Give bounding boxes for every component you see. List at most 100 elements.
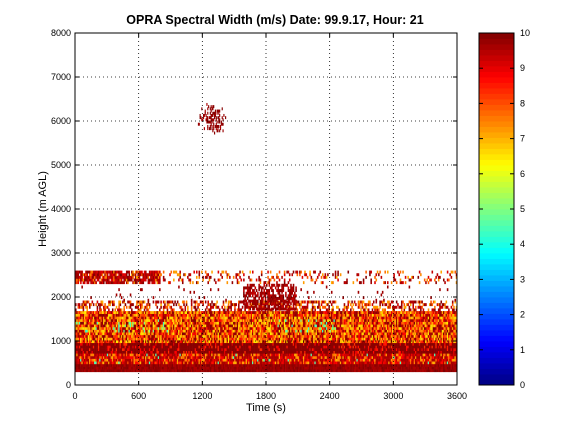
heatmap-cell (111, 321, 114, 325)
heatmap-cell (90, 337, 92, 341)
heatmap-cell (209, 326, 212, 330)
heatmap-cell (192, 329, 194, 333)
heatmap-cell (81, 278, 83, 282)
heatmap-cell (273, 283, 276, 287)
heatmap-cell (80, 324, 82, 328)
heatmap-cell (150, 278, 152, 282)
heatmap-cell (249, 291, 252, 295)
heatmap-cell (185, 311, 188, 315)
heatmap-cell (232, 345, 235, 349)
heatmap-cell (118, 340, 120, 344)
heatmap-cell (159, 355, 161, 359)
heatmap-cell (111, 303, 114, 307)
heatmap-cell (266, 291, 268, 295)
heatmap-cell (254, 361, 257, 365)
heatmap-cell (77, 324, 80, 328)
heatmap-cell (201, 311, 203, 315)
heatmap-cell (211, 313, 213, 317)
heatmap-cell (148, 342, 151, 346)
heatmap-cell (290, 283, 292, 287)
heatmap-cell (230, 324, 232, 328)
heatmap-cell (153, 324, 156, 328)
heatmap-cell (179, 366, 181, 370)
heatmap-cell (146, 369, 148, 373)
heatmap-cell (117, 345, 119, 349)
heatmap-cell (287, 326, 290, 330)
heatmap-cell (181, 324, 184, 328)
heatmap-cell (104, 326, 106, 330)
heatmap-cell (78, 275, 81, 279)
heatmap-cell (288, 342, 291, 346)
heatmap-cell (251, 319, 254, 322)
heatmap-cell (227, 337, 230, 341)
heatmap-cell (129, 319, 132, 322)
heatmap-cell (90, 321, 92, 325)
heatmap-cell (128, 321, 131, 325)
heatmap-cell (283, 281, 286, 285)
heatmap-cell (272, 321, 274, 325)
heatmap-cell (97, 355, 100, 359)
heatmap-cell (251, 366, 254, 370)
heatmap-cell (78, 270, 81, 274)
heatmap-cell (208, 345, 211, 349)
heatmap-cell (263, 294, 266, 298)
heatmap-cell (153, 326, 156, 330)
heatmap-cell (179, 316, 181, 320)
heatmap-cell (187, 326, 189, 330)
heatmap-cell (203, 363, 206, 367)
heatmap-cell (86, 326, 89, 330)
heatmap-cell (262, 311, 264, 315)
heatmap-cell (269, 324, 272, 328)
heatmap-cell (268, 311, 271, 315)
heatmap-cell (207, 342, 209, 346)
heatmap-cell (128, 329, 131, 333)
heatmap-cell (137, 313, 139, 317)
heatmap-cell (148, 366, 151, 370)
heatmap-cell (86, 363, 89, 367)
heatmap-cell (181, 316, 184, 320)
heatmap-cell (204, 332, 207, 336)
heatmap-cell (273, 299, 276, 303)
heatmap-cell (115, 332, 118, 336)
heatmap-cell (179, 305, 181, 309)
heatmap-cell (250, 311, 253, 315)
heatmap-cell (119, 270, 122, 274)
heatmap-cell (234, 369, 236, 373)
heatmap-cell (220, 273, 222, 277)
heatmap-cell (82, 278, 85, 282)
heatmap-cell (165, 319, 167, 322)
heatmap-cell (189, 369, 192, 373)
heatmap-cell (206, 358, 208, 362)
heatmap-cell (278, 369, 281, 373)
heatmap-cell (281, 311, 283, 315)
heatmap-cell (128, 273, 131, 277)
heatmap-cell (195, 326, 198, 330)
heatmap-cell (249, 286, 252, 290)
heatmap-cell (195, 270, 198, 274)
heatmap-cell (171, 311, 174, 315)
heatmap-cell (167, 311, 170, 315)
heatmap-cell (117, 281, 119, 285)
heatmap-cell (254, 324, 257, 328)
heatmap-cell (258, 311, 260, 315)
heatmap-cell (94, 348, 96, 351)
heatmap-cell (202, 342, 204, 346)
heatmap-cell (223, 316, 226, 320)
heatmap-cell (134, 332, 137, 336)
heatmap-cell (147, 300, 150, 304)
heatmap-cell (197, 363, 199, 367)
heatmap-cell (101, 281, 104, 285)
heatmap-cell (189, 281, 192, 285)
heatmap-cell (213, 340, 216, 344)
heatmap-cell (129, 369, 132, 373)
heatmap-cell (240, 366, 243, 370)
heatmap-cell (281, 297, 283, 300)
heatmap-cell (246, 313, 249, 317)
heatmap-cell (117, 342, 119, 346)
heatmap-cell (178, 358, 180, 362)
heatmap-cell (255, 319, 258, 322)
heatmap-cell (105, 350, 108, 354)
heatmap-cell (148, 329, 151, 333)
heatmap-cell (237, 348, 240, 351)
heatmap-cell (207, 326, 209, 330)
